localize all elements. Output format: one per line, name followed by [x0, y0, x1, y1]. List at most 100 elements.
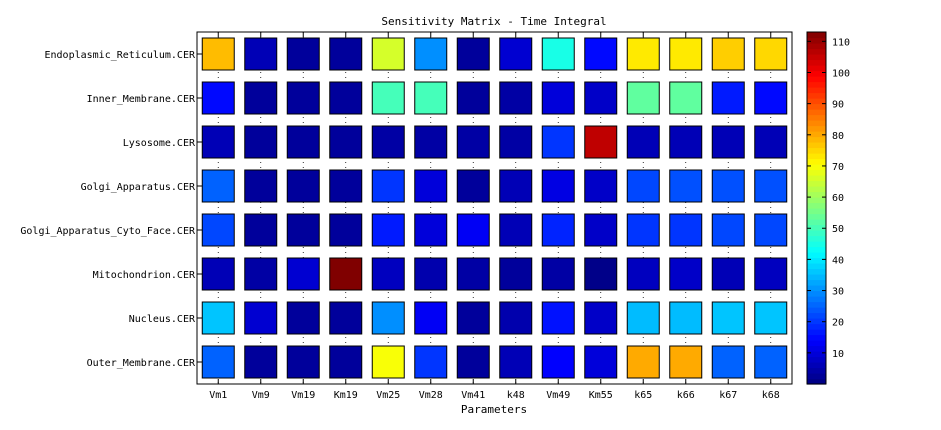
heatmap-cell [499, 125, 533, 159]
heatmap-cell [584, 345, 618, 379]
heatmap-cell [456, 213, 490, 247]
heatmap-cell [499, 169, 533, 203]
colorbar-segment [807, 285, 826, 292]
x-tick-label: k66 [677, 390, 695, 401]
heatmap-cell [329, 125, 363, 159]
colorbar-segment [807, 180, 826, 187]
colorbar-segment [807, 296, 826, 303]
colorbar-segment [807, 356, 826, 363]
colorbar-segment [807, 362, 826, 369]
heatmap-cell [456, 125, 490, 159]
x-tick-label: Vm28 [419, 390, 443, 401]
heatmap-cell [669, 345, 703, 379]
colorbar-tick-label: 80 [832, 131, 844, 142]
heatmap-cell [414, 345, 448, 379]
heatmap-cell [286, 257, 320, 291]
heatmap-cell [371, 169, 405, 203]
heatmap-cell [414, 257, 448, 291]
heatmap-cell [584, 257, 618, 291]
heatmap-cell [329, 301, 363, 335]
colorbar-segment [807, 208, 826, 215]
colorbar-segment [807, 197, 826, 204]
colorbar-segment [807, 301, 826, 308]
heatmap-cell [669, 301, 703, 335]
heatmap-cell [201, 125, 235, 159]
y-tick-label: Outer_Membrane.CER [87, 358, 196, 369]
colorbar-segment [807, 213, 826, 220]
heatmap-cell [541, 81, 575, 115]
heatmap-cell [754, 257, 788, 291]
heatmap-cell [626, 257, 660, 291]
x-tick-label: Vm49 [546, 390, 570, 401]
heatmap-cell [371, 125, 405, 159]
heatmap-cell [414, 301, 448, 335]
colorbar-segment [807, 48, 826, 55]
colorbar-segment [807, 142, 826, 149]
heatmap-cell [499, 81, 533, 115]
heatmap-cell [371, 301, 405, 335]
heatmap-cell [371, 81, 405, 115]
heatmap-cell [329, 213, 363, 247]
colorbar-segment [807, 158, 826, 165]
heatmap-cell [329, 81, 363, 115]
heatmap-cell [201, 345, 235, 379]
heatmap-cell [626, 301, 660, 335]
colorbar-segment [807, 334, 826, 341]
colorbar-segment [807, 257, 826, 264]
colorbar-segment [807, 351, 826, 358]
colorbar-tick-label: 10 [832, 349, 844, 360]
colorbar-segment [807, 92, 826, 99]
plot-frame [196, 31, 793, 385]
heatmap-cell [754, 169, 788, 203]
heatmap-cell [499, 213, 533, 247]
colorbar-segment [807, 202, 826, 209]
colorbar-segment [807, 241, 826, 248]
heatmap-cell [499, 37, 533, 71]
heatmap-cell [669, 125, 703, 159]
heatmap-cell [584, 81, 618, 115]
heatmap-cell [414, 81, 448, 115]
heatmap-cell [669, 213, 703, 247]
y-tick-label: Nucleus.CER [129, 314, 196, 325]
heatmap-cell [584, 213, 618, 247]
heatmap-cell [414, 213, 448, 247]
colorbar-segment [807, 345, 826, 352]
x-tick-label: k67 [719, 390, 737, 401]
y-tick-label: Golgi_Apparatus.CER [81, 182, 196, 193]
heatmap-cell [244, 301, 278, 335]
colorbar-segment [807, 175, 826, 182]
colorbar-segment [807, 65, 826, 72]
heatmap-cell [711, 37, 745, 71]
heatmap-cell [286, 169, 320, 203]
colorbar-segment [807, 186, 826, 193]
heatmap-cell [456, 301, 490, 335]
x-axis-label: Parameters [461, 403, 527, 416]
colorbar-segment [807, 274, 826, 281]
chart-title: Sensitivity Matrix - Time Integral [381, 15, 606, 28]
heatmap-cell [371, 257, 405, 291]
colorbar-segment [807, 81, 826, 88]
colorbar-segment [807, 70, 826, 77]
x-tick-label: Km55 [589, 390, 613, 401]
heatmap-cell [499, 257, 533, 291]
y-tick-label: Golgi_Apparatus_Cyto_Face.CER [20, 226, 196, 237]
heatmap-cell [456, 345, 490, 379]
colorbar-segment [807, 164, 826, 171]
colorbar-segment [807, 103, 826, 110]
colorbar-segment [807, 279, 826, 286]
heatmap-cell [541, 37, 575, 71]
heatmap-cell [584, 125, 618, 159]
colorbar-segment [807, 114, 826, 121]
x-tick-label: k48 [507, 390, 525, 401]
x-tick-label: k68 [762, 390, 780, 401]
colorbar-segment [807, 76, 826, 83]
colorbar-segment [807, 367, 826, 374]
heatmap-cell [244, 125, 278, 159]
heatmap-cell [669, 257, 703, 291]
x-tick-label: Vm41 [461, 390, 485, 401]
heatmap-cell [329, 37, 363, 71]
heatmap-cell [456, 257, 490, 291]
heatmap-cell [626, 125, 660, 159]
colorbar-segment [807, 373, 826, 380]
